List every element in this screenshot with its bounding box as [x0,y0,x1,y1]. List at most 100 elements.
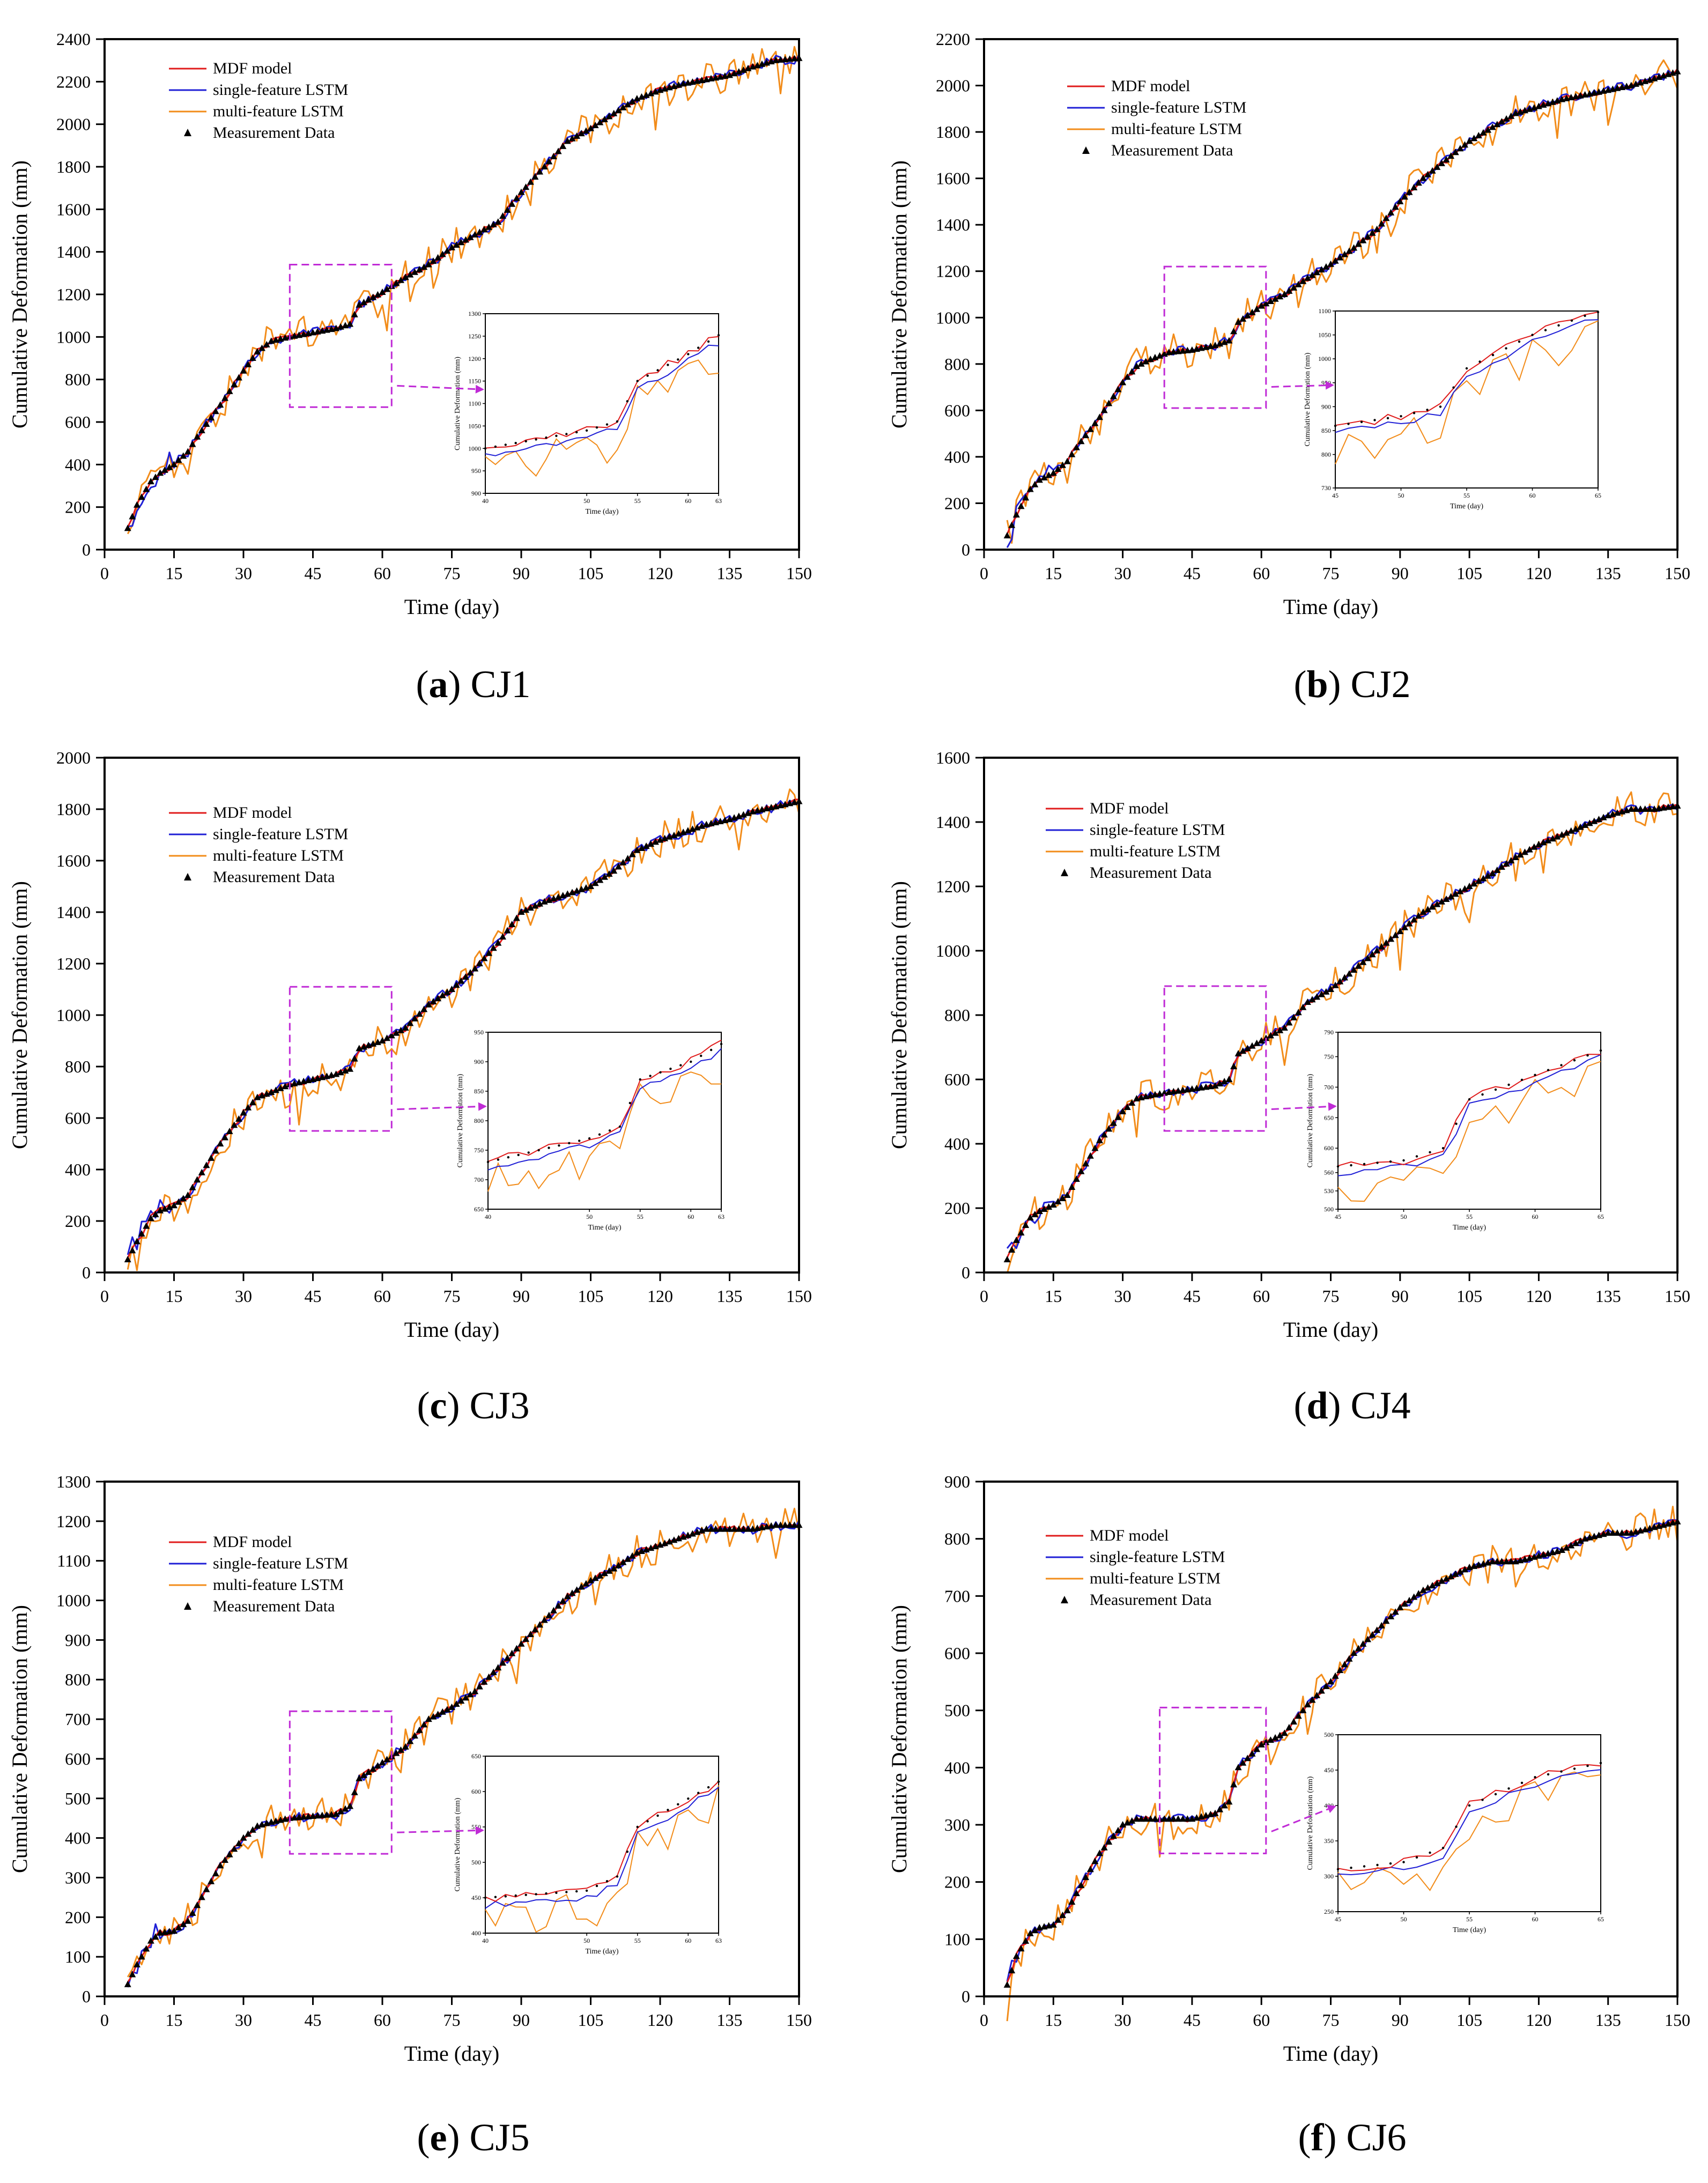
inset-x-tick-label: 63 [715,1937,722,1944]
inset-measurement-marker [1468,1804,1471,1807]
measurement-marker [522,183,530,190]
x-tick-label: 120 [1526,1286,1551,1306]
series-measurement-data [124,1521,803,1987]
measurement-marker [383,1034,391,1041]
x-tick-label: 75 [1322,564,1340,583]
inset-y-tick-label: 700 [474,1176,484,1183]
inset-x-tick-label: 60 [685,1937,691,1944]
inset-x-tick-label: 50 [1401,1213,1407,1220]
measurement-marker [198,426,205,433]
measurement-marker [1577,1537,1584,1544]
measurement-marker [596,1572,604,1579]
x-tick-label: 0 [100,2010,109,2030]
measurement-marker [1577,823,1584,830]
x-axis-title: Time (day) [1283,595,1378,619]
measurement-marker [568,135,576,142]
measurement-marker [1179,1815,1187,1822]
x-tick-label: 75 [443,1286,461,1306]
caption-name: CJ3 [469,1384,529,1427]
measurement-marker [420,1005,428,1012]
measurement-marker [499,933,506,940]
measurement-marker [1396,1603,1404,1610]
measurement-marker [1378,943,1385,950]
x-tick-label: 90 [1392,564,1409,583]
measurement-marker [1507,1558,1515,1565]
inset-measurement-marker [565,433,568,435]
measurement-marker [161,1205,168,1212]
measurement-marker [1470,880,1478,887]
measurement-marker [467,969,474,976]
inset-series-single-feature-lstm [485,344,719,456]
measurement-marker [735,1525,743,1532]
zoom-box [289,263,393,408]
measurement-marker [1100,1131,1108,1138]
measurement-marker [1507,112,1515,119]
measurement-marker [1456,1568,1464,1575]
measurement-marker [1147,356,1154,362]
measurement-marker [379,288,386,295]
inset-x-tick-label: 50 [1401,1915,1407,1923]
inset-y-tick-label: 650 [474,1205,484,1213]
measurement-marker [1253,1745,1261,1752]
measurement-marker [443,1706,451,1713]
measurement-marker [1290,284,1297,291]
x-tick-label: 0 [980,1286,988,1306]
measurement-marker [157,1207,164,1213]
x-tick-label: 15 [1045,564,1062,583]
measurement-marker [1350,1649,1358,1656]
inset-measurement-marker [669,1068,672,1070]
series-measurement-data [1003,68,1681,538]
measurement-marker [1110,393,1117,399]
inset-series-single-feature-lstm [487,1048,722,1171]
measurement-marker [582,1580,590,1587]
measurement-marker [490,220,497,227]
measurement-marker [1119,1108,1127,1114]
measurement-marker [416,266,423,272]
measurement-marker [536,1621,543,1628]
legend-label: multi-feature LSTM [1090,842,1221,860]
legend-label: Measurement Data [1090,864,1211,882]
y-tick-label: 2000 [936,76,970,95]
measurement-marker [1295,1009,1302,1016]
measurement-marker [462,236,469,243]
measurement-marker [1558,1546,1565,1553]
measurement-marker [1410,916,1418,923]
measurement-marker [434,254,442,261]
measurement-marker [221,1134,228,1141]
measurement-marker [508,921,516,927]
y-axis-title: Cumulative Deformation (mm) [8,160,32,428]
inset-y-tick-label: 790 [1324,1028,1334,1036]
inset-y-tick-label: 560 [1324,1169,1334,1176]
caption-letter: c [430,1384,447,1427]
measurement-marker [1609,1529,1616,1536]
x-tick-label: 150 [786,1286,812,1306]
measurement-marker [184,1917,191,1924]
measurement-marker [1332,981,1339,988]
inset-measurement-marker [717,1780,720,1783]
zoom-arrow [1271,1808,1329,1832]
inset-measurement-marker [555,1891,558,1894]
caption-letter: b [1306,663,1328,706]
measurement-marker [1105,399,1113,406]
measurement-marker [467,1691,474,1698]
measurement-marker [245,1830,252,1837]
measurement-marker [1096,413,1103,420]
measurement-marker [527,904,534,911]
y-tick-label: 800 [944,1005,970,1025]
inset-measurement-marker [1386,417,1389,419]
inset-x-tick-label: 60 [1532,1915,1539,1923]
measurement-marker [263,341,270,347]
measurement-marker [605,870,613,877]
measurement-marker [1406,188,1413,195]
measurement-marker [1484,872,1492,879]
measurement-marker [1336,254,1344,261]
measurement-marker [1031,1927,1039,1934]
measurement-marker [777,1521,784,1528]
inset-measurement-marker [1584,314,1586,317]
measurement-marker [772,1521,780,1528]
inset-x-tick-label: 55 [1466,1213,1473,1220]
measurement-marker [1572,825,1579,832]
measurement-marker [573,132,581,139]
measurement-marker [1276,293,1284,300]
y-tick-label: 700 [944,1586,970,1605]
